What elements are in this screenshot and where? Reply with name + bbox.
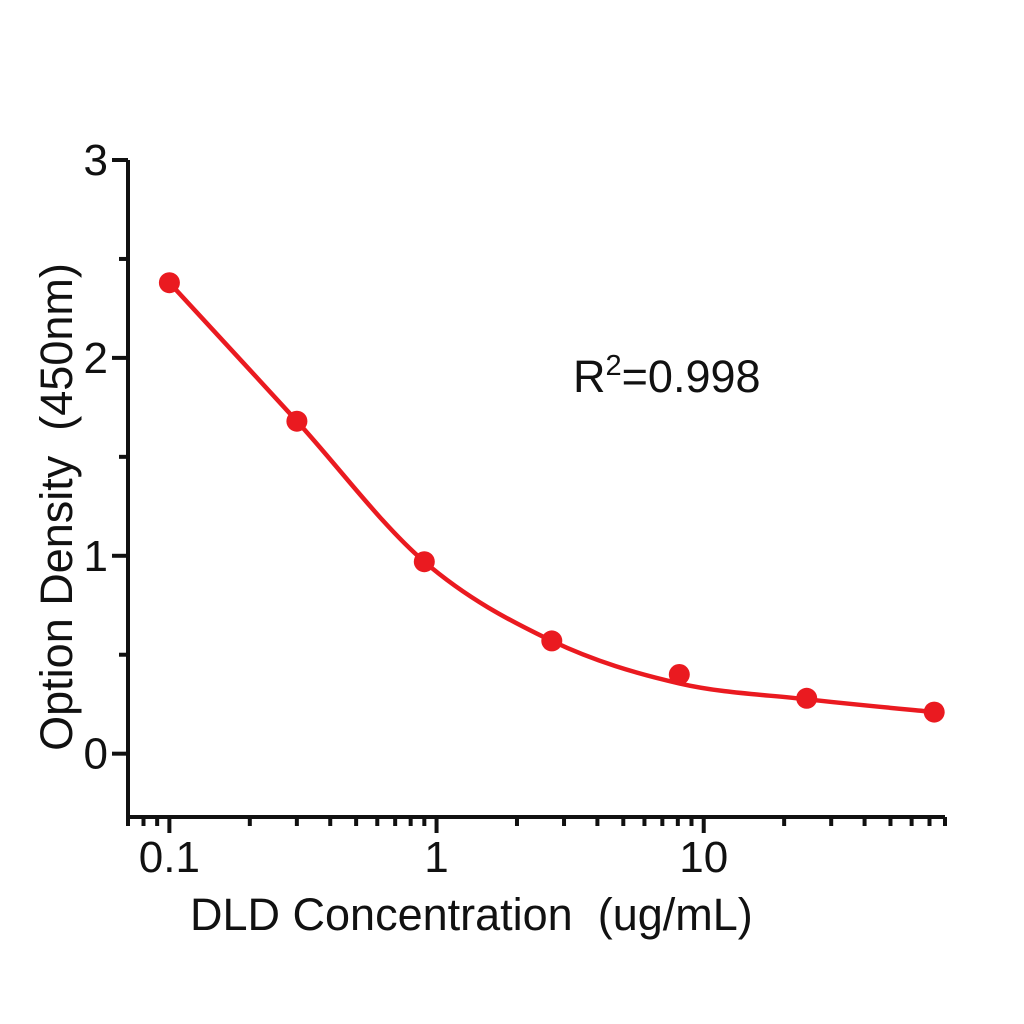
- data-point: [923, 701, 945, 723]
- x-tick-label: 1: [424, 833, 448, 882]
- data-point: [541, 630, 563, 652]
- axes: [126, 160, 945, 819]
- y-tick-label: 0: [84, 730, 108, 779]
- data-point: [286, 410, 308, 432]
- data-points: [158, 272, 945, 723]
- data-point: [413, 551, 435, 573]
- axis-tick-labels: 0.1 1 10 0 1 2 3: [84, 136, 729, 882]
- r-squared-value: =0.998: [622, 351, 761, 402]
- r-squared-exponent: 2: [606, 350, 622, 382]
- y-tick-label: 2: [84, 334, 108, 383]
- x-tick-label: 10: [679, 833, 728, 882]
- x-axis-title: DLD Concentration (ug/mL): [190, 889, 753, 940]
- r-squared-base: R: [573, 351, 606, 402]
- data-point: [668, 664, 690, 685]
- y-tick-label: 3: [84, 136, 108, 185]
- data-point: [158, 272, 180, 294]
- axis-ticks: [112, 158, 947, 833]
- r-squared-annotation: R2=0.998: [573, 350, 761, 402]
- x-tick-label: 0.1: [139, 833, 200, 882]
- data-point: [796, 687, 818, 709]
- y-tick-label: 1: [84, 532, 108, 581]
- y-axis-title: Option Density (450nm): [31, 263, 82, 751]
